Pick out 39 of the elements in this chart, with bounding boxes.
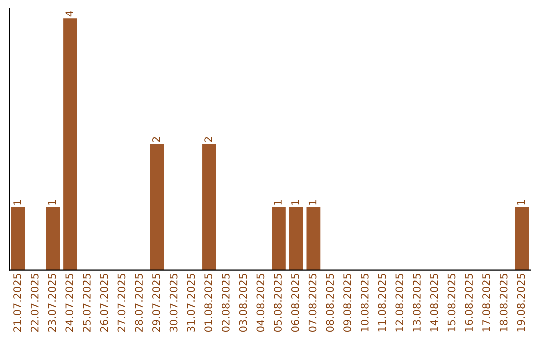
x-tick-label: 14.08.2025 <box>430 274 438 332</box>
x-tick-label: 19.08.2025 <box>517 274 526 332</box>
x-tick-label: 26.07.2025 <box>100 274 108 332</box>
x-tick-label: 08.08.2025 <box>326 274 334 332</box>
x-tick-label: 30.07.2025 <box>170 274 178 332</box>
x-tick-label: 31.07.2025 <box>187 274 196 332</box>
x-tick-label: 15.08.2025 <box>448 274 456 332</box>
x-tick-label: 05.08.2025 <box>274 274 282 332</box>
x-tick-label: 13.08.2025 <box>413 274 421 332</box>
x-tick-label: 12.08.2025 <box>396 274 404 332</box>
x-tick-label: 23.07.2025 <box>48 274 56 332</box>
data-label: 1 <box>308 200 317 205</box>
x-tick-label: 17.08.2025 <box>482 274 490 332</box>
x-tick-label: 03.08.2025 <box>239 274 248 332</box>
data-label: 2 <box>152 137 160 142</box>
data-label: 1 <box>517 200 526 205</box>
x-tick-label: 06.08.2025 <box>291 274 300 332</box>
x-tick-label: 29.07.2025 <box>152 274 160 332</box>
x-tick-label: 10.08.2025 <box>360 274 369 332</box>
x-tick-label: 16.08.2025 <box>465 274 474 332</box>
x-tick-label: 27.07.2025 <box>118 274 126 332</box>
x-tick-label: 21.07.2025 <box>14 274 22 332</box>
data-label: 1 <box>48 200 56 205</box>
x-tick-label: 18.08.2025 <box>500 274 508 332</box>
x-tick-label: 11.08.2025 <box>378 274 386 332</box>
data-label: 4 <box>66 11 74 17</box>
data-label: 1 <box>292 200 300 205</box>
data-label: 1 <box>14 200 22 205</box>
x-tick-label: 22.07.2025 <box>30 274 39 332</box>
x-tick-label: 25.07.2025 <box>83 274 91 332</box>
data-label: 2 <box>204 137 212 142</box>
x-tick-label: 28.07.2025 <box>135 274 144 332</box>
x-tick-label: 02.08.2025 <box>222 274 230 332</box>
x-tick-label: 01.08.2025 <box>204 274 212 332</box>
x-tick-label: 24.07.2025 <box>66 274 74 332</box>
x-tick-label: 07.08.2025 <box>308 274 317 332</box>
data-label: 1 <box>274 200 282 205</box>
x-tick-label: 09.08.2025 <box>344 274 352 332</box>
x-tick-label: 04.08.2025 <box>256 274 265 332</box>
